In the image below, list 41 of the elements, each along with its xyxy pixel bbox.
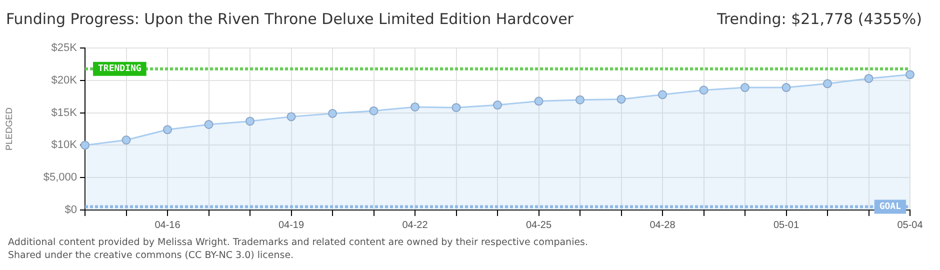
point [286, 112, 296, 122]
y-tick-label: $0 [64, 204, 77, 216]
y-tick-label: $20K [51, 74, 78, 86]
point [410, 102, 420, 112]
x-tick-label: 04-16 [154, 220, 181, 231]
x-tick-label: 04-25 [526, 220, 552, 231]
y-tick-label: $15K [51, 106, 78, 119]
point [699, 86, 708, 95]
point [493, 100, 502, 110]
x-tick-label: 05-04 [897, 220, 924, 231]
chart-title: Funding Progress: Upon the Riven Throne Deluxe Limited Edition Hardcover [6, 10, 574, 28]
point [534, 96, 544, 106]
point [864, 74, 874, 83]
point [369, 106, 378, 116]
x-tick-label: 05-01 [773, 220, 800, 231]
ref-line-label: TRENDING [98, 64, 142, 74]
point [328, 108, 337, 118]
x-tick-label: 04-28 [650, 220, 676, 231]
text: Shared under the creative commons (CC BY-NC 3.0) license. [8, 249, 295, 262]
x-tick-label: 04-19 [278, 220, 304, 231]
point [204, 120, 214, 129]
point [906, 70, 914, 80]
y-axis-title: PLEDGED [4, 106, 14, 151]
ref-line-label: GOAL [879, 202, 902, 212]
point [616, 94, 626, 104]
point [246, 116, 254, 126]
point [452, 103, 461, 112]
point [163, 125, 172, 134]
point [122, 136, 131, 145]
y-tick-label: $10K [51, 139, 78, 152]
y-tick-label: $25K [51, 42, 78, 54]
point [576, 95, 584, 104]
point [782, 83, 791, 92]
point [823, 79, 832, 88]
y-tick-label: $5,000 [43, 172, 77, 184]
point [80, 140, 90, 150]
chart-subtitle: Trending: $21,778 (4355%) [717, 10, 922, 28]
text: Additional content provided by Melissa Wright. Trademarks and related content are owned by their respective companies. [8, 236, 588, 249]
point [658, 90, 667, 100]
point [740, 83, 750, 92]
x-tick-label: 04-22 [402, 220, 428, 231]
